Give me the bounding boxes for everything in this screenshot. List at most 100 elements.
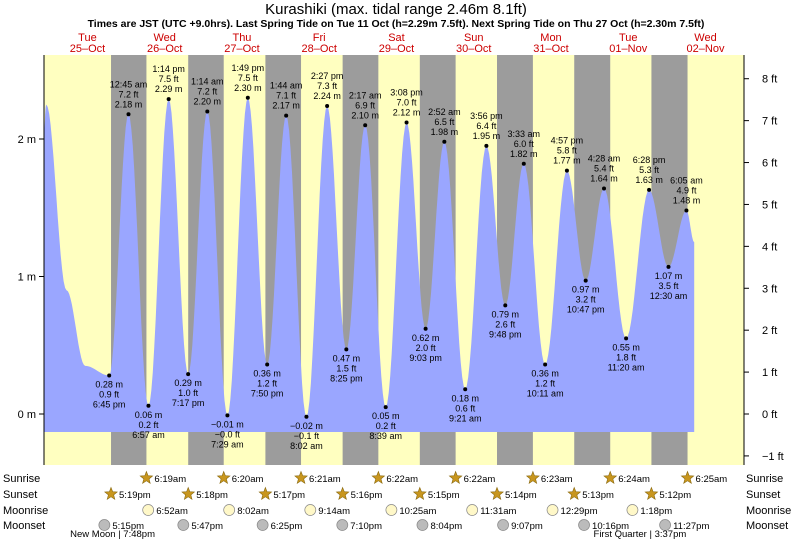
sun-star-icon	[181, 486, 196, 500]
right-tick-label: 5 ft	[762, 199, 777, 211]
right-tick-label: −1 ft	[762, 451, 784, 463]
moonset-time: 11:27pm	[673, 521, 709, 532]
sunrise-time: 6:25am	[696, 474, 728, 485]
extreme-point	[146, 403, 151, 408]
left-tick-label: 2 m	[18, 134, 36, 146]
low-m-label: 0.79 m	[492, 309, 520, 319]
row-label-left: Sunset	[3, 489, 37, 501]
day-name: Sat	[388, 32, 405, 44]
day-date: 26–Oct	[147, 43, 182, 55]
day-date: 02–Nov	[687, 43, 725, 55]
right-tick-label: 3 ft	[762, 283, 777, 295]
low-time-label: 8:25 pm	[330, 373, 363, 383]
moon-icon	[385, 504, 398, 516]
day-name: Fri	[313, 32, 326, 44]
left-tick-label: 0 m	[18, 409, 36, 421]
sunset-time: 5:17pm	[273, 490, 305, 501]
high-time-label: 4:57 pm	[551, 136, 584, 146]
extreme-point	[265, 362, 270, 367]
low-time-label: 8:39 am	[369, 431, 402, 441]
sunset-time: 5:15pm	[428, 490, 460, 501]
low-time-label: 7:29 am	[211, 439, 244, 449]
high-ft-label: 7.0 ft	[397, 98, 418, 108]
low-m-label: 0.06 m	[135, 410, 163, 420]
row-label-right: Moonset	[746, 520, 788, 532]
moonset-time: 6:25pm	[271, 521, 303, 532]
low-time-label: 12:30 am	[650, 291, 688, 301]
high-m-label: 2.29 m	[155, 84, 183, 94]
high-ft-label: 6.9 ft	[355, 100, 376, 110]
moonrise-time: 10:25am	[399, 506, 436, 517]
low-m-label: 0.47 m	[333, 353, 361, 363]
high-m-label: 1.95 m	[473, 131, 501, 141]
low-m-label: 0.05 m	[372, 411, 400, 421]
low-m-label: 0.36 m	[531, 369, 559, 379]
moon-icon	[142, 504, 155, 516]
high-ft-label: 7.5 ft	[238, 73, 259, 83]
low-ft-label: −0.1 ft	[294, 431, 320, 441]
low-m-label: 1.07 m	[655, 271, 683, 281]
high-ft-label: 5.3 ft	[639, 165, 660, 175]
day-name: Mon	[540, 32, 561, 44]
row-label-right: Moonrise	[746, 505, 791, 517]
sun-star-icon	[104, 486, 118, 500]
extreme-point	[521, 161, 526, 166]
right-tick-label: 1 ft	[762, 367, 777, 379]
low-m-label: −0.01 m	[211, 419, 244, 429]
day-date: 31–Oct	[533, 43, 568, 55]
low-m-label: 0.97 m	[572, 285, 600, 295]
right-tick-label: 7 ft	[762, 116, 777, 128]
day-name: Wed	[694, 32, 716, 44]
low-time-label: 11:20 am	[608, 362, 645, 372]
day-date: 29–Oct	[379, 43, 414, 55]
low-ft-label: 2.0 ft	[416, 343, 437, 353]
day-name: Wed	[154, 32, 176, 44]
high-m-label: 1.82 m	[510, 149, 538, 159]
high-ft-label: 7.1 ft	[276, 91, 297, 101]
extreme-point	[107, 373, 112, 378]
low-m-label: 0.29 m	[174, 378, 202, 388]
sunrise-time: 6:21am	[309, 474, 341, 485]
low-ft-label: 3.2 ft	[576, 295, 597, 305]
high-m-label: 1.48 m	[673, 196, 701, 206]
extreme-point	[543, 362, 548, 367]
row-label-left: Moonrise	[3, 505, 48, 517]
low-time-label: 9:48 pm	[489, 329, 522, 339]
extreme-point	[344, 347, 349, 352]
high-ft-label: 6.0 ft	[514, 139, 535, 149]
low-time-label: 6:45 pm	[93, 400, 126, 410]
sun-star-icon	[567, 486, 582, 500]
moon-icon	[626, 504, 639, 516]
low-time-label: 10:11 am	[527, 389, 564, 399]
day-date: 30–Oct	[456, 43, 491, 55]
sun-star-icon	[258, 486, 273, 500]
high-time-label: 6:28 pm	[633, 155, 666, 165]
high-ft-label: 7.3 ft	[317, 81, 338, 91]
high-m-label: 2.30 m	[234, 83, 262, 93]
extreme-point	[186, 372, 191, 377]
moonrise-time: 6:52am	[156, 506, 188, 517]
high-time-label: 4:28 am	[588, 154, 621, 164]
tide-curve	[44, 97, 695, 433]
extreme-point	[383, 405, 388, 410]
row-label-left: Sunrise	[3, 473, 40, 485]
moon-icon	[336, 519, 349, 531]
sunset-time: 5:13pm	[582, 490, 614, 501]
extreme-point	[564, 168, 569, 173]
day-date: 27–Oct	[224, 43, 259, 55]
right-tick-label: 8 ft	[762, 74, 777, 86]
low-time-label: 7:17 pm	[172, 398, 205, 408]
sunrise-time: 6:19am	[154, 474, 186, 485]
moonset-time: 7:10pm	[350, 521, 382, 532]
moonrise-time: 9:14am	[318, 506, 350, 517]
extreme-point	[602, 186, 607, 191]
moon-icon	[177, 519, 190, 531]
sunrise-time: 6:22am	[464, 474, 496, 485]
sunrise-time: 6:24am	[618, 474, 650, 485]
extreme-point	[442, 139, 447, 144]
sun-star-icon	[412, 486, 427, 500]
moon-phase-label: New Moon | 7:48pm	[70, 529, 155, 539]
moon-icon	[578, 519, 590, 531]
low-time-label: 8:02 am	[290, 441, 323, 451]
sun-star-icon	[490, 486, 504, 500]
